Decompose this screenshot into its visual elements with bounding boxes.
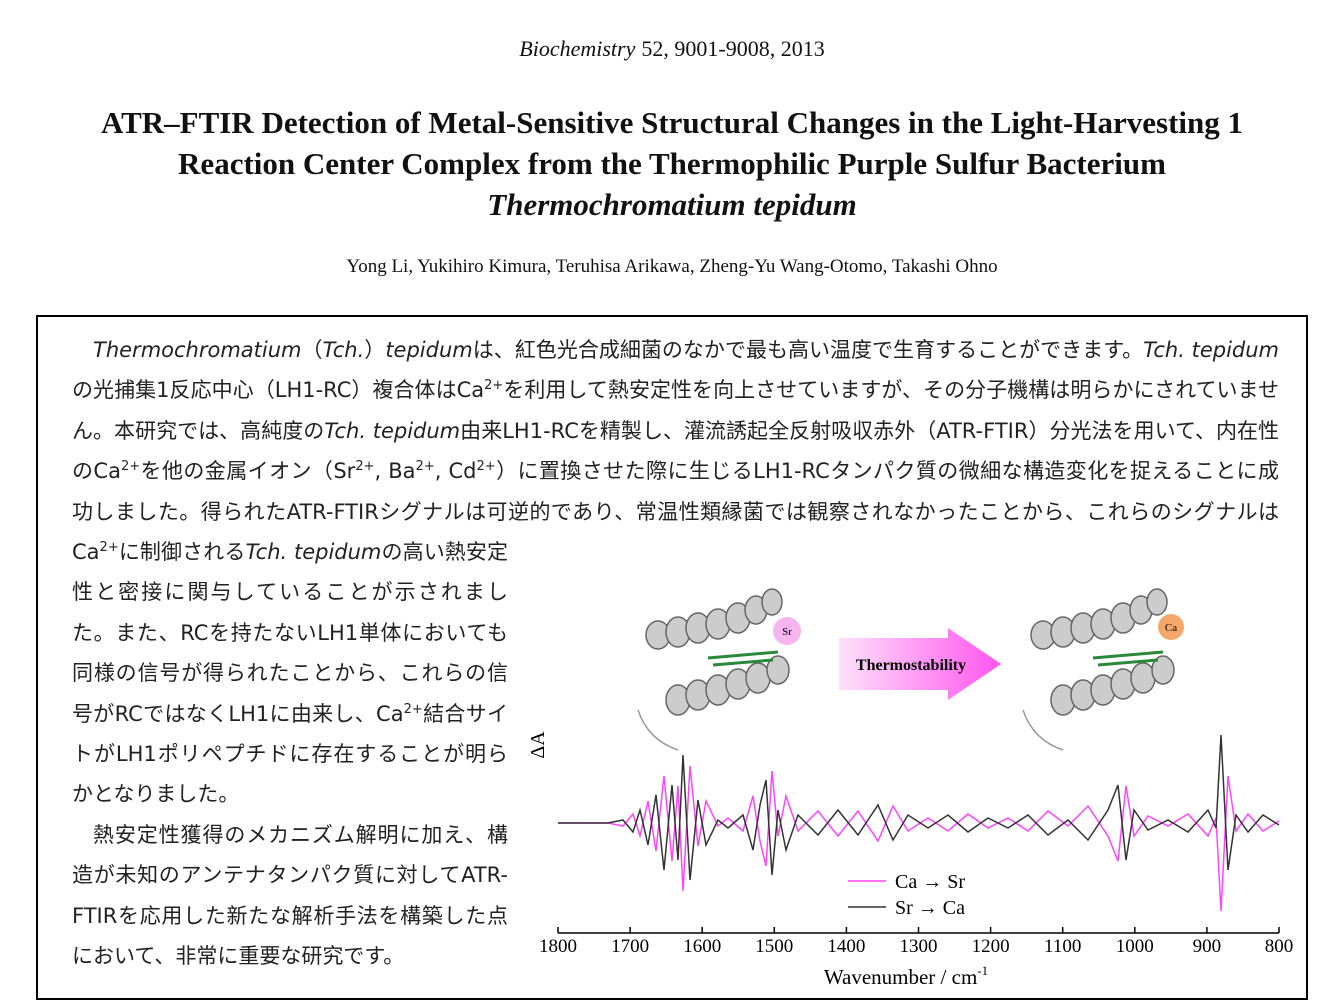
- x-tick-label: 1300: [900, 936, 938, 957]
- ion-circle: [773, 617, 801, 645]
- journal: Biochemistry: [519, 36, 636, 61]
- text-run: 由来LH1-RCを精製し、灌流誘起全反射吸収赤外（ATR-FTIR）分光法を用い…: [72, 418, 1280, 484]
- text-run: ）に置換させた際に生じるLH1-RCタンパク質の微細な構造変化を捉えることに成功…: [72, 459, 1279, 565]
- x-tick-label: 800: [1265, 936, 1294, 957]
- x-tick-label: 1200: [972, 936, 1010, 957]
- paragraph: Thermochromatium（Tch.）tepidumは、紅色光合成細菌のな…: [72, 330, 1280, 815]
- superscript: 2+: [476, 459, 496, 475]
- arrow-label: Thermostability: [856, 657, 966, 674]
- italic-run: tepidum: [385, 338, 473, 362]
- text-run: の高い熱安定性と密接に関与していることが示されました。また、RCを持たないLH1…: [72, 540, 509, 726]
- summary-box: Sr Thermostability Ca ΔA Wavenumber / cm…: [36, 315, 1308, 1000]
- text-run: , Ba: [374, 459, 416, 484]
- protein-right: [1022, 588, 1175, 751]
- superscript: 2+: [120, 459, 141, 475]
- superscript: 2+: [484, 378, 504, 394]
- x-tick-label: 1000: [1116, 936, 1154, 957]
- spectrum-ca-sr: [558, 765, 1280, 912]
- title-line: Thermochromatium tepidum: [487, 187, 857, 222]
- legend-label: Sr → Ca: [895, 897, 965, 919]
- ion-label: Ca: [1165, 622, 1177, 634]
- x-tick-label: 1400: [827, 936, 865, 957]
- figure: Sr Thermostability Ca ΔA Wavenumber / cm…: [528, 588, 1294, 989]
- citation: Biochemistry 52, 9001-9008, 2013: [0, 36, 1344, 62]
- y-axis-label: ΔA: [528, 731, 549, 759]
- paragraph: 熱安定性獲得のメカニズム解明に加え、構造が未知のアンテナタンパク質に対してATR…: [72, 815, 1280, 977]
- title: ATR–FTIR Detection of Metal-Sensitive St…: [0, 102, 1344, 225]
- text-run: は、紅色光合成細菌のなかで最も高い温度で生育することができます。: [472, 338, 1144, 362]
- text-run: を他の金属イオン（Sr: [140, 459, 356, 484]
- text-run: の光捕集1反応中心（LH1-RC）複合体はCa: [72, 378, 485, 403]
- italic-run: Thermochromatium: [93, 338, 302, 362]
- text-run: ）: [364, 338, 386, 362]
- x-axis-label-text: Wavenumber / cm: [824, 965, 977, 989]
- ion-label: Sr: [782, 626, 792, 638]
- title-line: Reaction Center Complex from the Thermop…: [178, 146, 1166, 181]
- x-tick-label: 900: [1193, 936, 1222, 957]
- text-run: 結合サイトがLH1ポリペプチドに存在することが明らかとなりました。: [72, 701, 508, 807]
- superscript: 2+: [355, 459, 375, 475]
- superscript: 2+: [403, 701, 423, 717]
- text-run: に制御される: [118, 540, 246, 565]
- summary-text: Sr Thermostability Ca ΔA Wavenumber / cm…: [72, 330, 1293, 989]
- spectrum-sr-ca: [558, 734, 1280, 881]
- arrow: [839, 628, 1001, 700]
- text-run: （: [301, 338, 323, 362]
- x-tick-label: 1600: [683, 936, 721, 957]
- text-run: , Cd: [434, 459, 477, 484]
- text-run: 熱安定性獲得のメカニズム解明に加え、構造が未知のアンテナタンパク質に対してATR…: [72, 822, 508, 969]
- x-axis-label: Wavenumber / cm-1: [824, 963, 988, 989]
- citation-detail: 52, 9001-9008, 2013: [641, 36, 825, 61]
- x-tick-label: 1100: [1044, 936, 1081, 957]
- italic-run: Tch. tepidum: [1143, 338, 1279, 362]
- italic-run: Tch.: [322, 338, 365, 362]
- text-run: を利用して熱安定性を向上させていますが、その分子機構は明らかにされていません。本…: [72, 378, 1279, 443]
- x-tick-label: 1500: [755, 936, 793, 957]
- authors: Yong Li, Yukihiro Kimura, Teruhisa Arika…: [346, 256, 998, 277]
- x-tick-label: 1800: [539, 936, 577, 957]
- x-tick-label: 1700: [611, 936, 649, 957]
- title-line: ATR–FTIR Detection of Metal-Sensitive St…: [100, 105, 1244, 140]
- italic-run: Tch. tepidum: [324, 418, 461, 443]
- superscript: 2+: [99, 540, 119, 556]
- ion-circle: [1158, 614, 1184, 640]
- protein-left: [637, 588, 790, 751]
- italic-run: Tch. tepidum: [245, 540, 382, 565]
- superscript: 2+: [415, 459, 435, 475]
- legend-label: Ca → Sr: [895, 871, 965, 893]
- x-axis-label-sup: -1: [977, 963, 988, 978]
